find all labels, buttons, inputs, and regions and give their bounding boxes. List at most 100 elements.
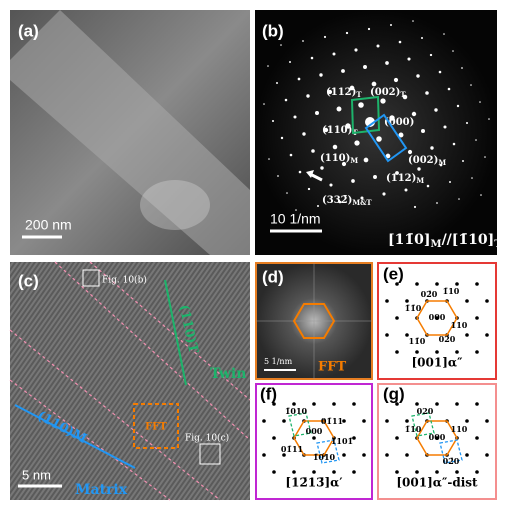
label-sub: M&T — [352, 198, 372, 207]
spot — [385, 61, 389, 65]
label-text: (332̄) — [322, 195, 352, 206]
spot — [306, 94, 310, 98]
spot — [385, 153, 391, 159]
spot — [480, 194, 482, 196]
spot — [405, 299, 409, 303]
spot — [462, 160, 464, 162]
spot-label: 020 — [417, 406, 434, 416]
zone-axis: [12̄13̄]α′ — [285, 476, 342, 490]
spot — [465, 419, 469, 423]
spot — [295, 209, 297, 211]
spot — [393, 77, 399, 83]
spot — [420, 36, 424, 40]
label-text: (112) — [326, 87, 356, 98]
spot-label: 1̄10 — [443, 286, 460, 296]
spot — [352, 402, 356, 406]
spot — [475, 282, 479, 286]
spot — [354, 140, 360, 146]
spot — [367, 27, 371, 31]
spot — [363, 65, 367, 69]
spot — [436, 202, 438, 204]
label-sub: M — [350, 156, 358, 165]
spot — [395, 470, 399, 474]
twin-label: Twin — [210, 366, 246, 382]
spot-label: 02̄0 — [443, 456, 460, 466]
spot — [452, 50, 454, 52]
spot — [455, 282, 459, 286]
label-sub: M — [438, 158, 446, 167]
spot — [336, 106, 342, 112]
spot-label: 110 — [451, 320, 468, 330]
spot — [452, 142, 456, 146]
spot — [455, 470, 459, 474]
panel-label: (e) — [383, 264, 404, 283]
spot-label: (110)M — [320, 153, 358, 166]
spot — [380, 98, 386, 104]
spot — [456, 104, 460, 108]
spot — [320, 166, 324, 170]
panel-label: (g) — [383, 384, 405, 403]
spot — [415, 282, 419, 286]
spot — [407, 57, 411, 61]
spot-label: 11̄0 — [409, 336, 426, 346]
spot — [310, 56, 314, 60]
spot — [475, 436, 479, 440]
hexagon — [416, 300, 458, 336]
spot — [398, 132, 404, 138]
spot — [405, 419, 409, 423]
spot — [465, 453, 469, 457]
box — [82, 269, 100, 287]
spot — [407, 149, 413, 155]
cell — [288, 412, 312, 437]
spot — [465, 121, 469, 125]
spot — [449, 181, 451, 183]
zone-text: //[1̄10] — [442, 232, 495, 248]
scale-text: 5 nm — [22, 467, 51, 482]
scale-text: 5 1/nm — [264, 357, 293, 366]
spot — [435, 402, 439, 406]
spot — [415, 470, 419, 474]
spot — [280, 44, 282, 46]
spot — [385, 333, 389, 337]
matrix-cell — [364, 113, 408, 163]
spot — [342, 453, 346, 457]
spot — [475, 316, 479, 320]
label-text: (002) — [370, 87, 400, 98]
spot-label: (002)M — [408, 155, 446, 168]
zone-sub: T — [494, 239, 502, 250]
box-label: Fig. 10(b) — [102, 275, 147, 286]
spot — [341, 69, 345, 73]
spot — [363, 157, 369, 163]
zone-axis: [11̄0]M//[1̄10]T — [388, 232, 502, 250]
spot — [458, 198, 460, 200]
spot — [485, 333, 489, 337]
spot — [358, 102, 364, 108]
spot — [455, 350, 459, 354]
arrow-head — [306, 170, 314, 178]
spot — [289, 61, 291, 63]
spot — [327, 89, 333, 95]
label-text: (002) — [408, 155, 438, 166]
spot-label: 1̄10 — [405, 424, 422, 434]
spot — [292, 402, 296, 406]
twin-line — [164, 279, 187, 386]
spot — [323, 127, 329, 133]
spot — [429, 53, 433, 57]
spot — [385, 453, 389, 457]
spot — [430, 146, 434, 150]
spot — [390, 24, 392, 26]
spot — [292, 470, 296, 474]
spot — [475, 139, 477, 141]
spot — [276, 82, 278, 84]
spot — [307, 187, 311, 191]
spot — [280, 136, 284, 140]
fft-label: FFT — [145, 422, 167, 433]
spot — [385, 299, 389, 303]
spot — [438, 70, 442, 74]
spot — [411, 111, 417, 117]
label-sub: M — [416, 176, 424, 185]
spot — [435, 470, 439, 474]
spot — [263, 103, 265, 105]
